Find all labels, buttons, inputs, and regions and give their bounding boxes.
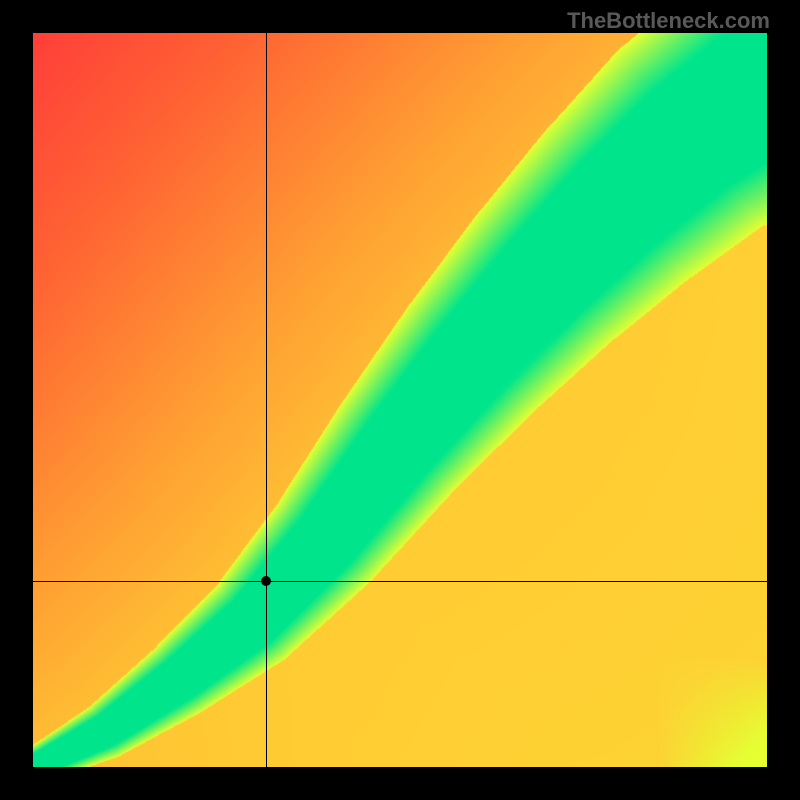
bottleneck-heatmap <box>33 33 767 767</box>
crosshair-vertical <box>266 33 267 767</box>
watermark-text: TheBottleneck.com <box>567 8 770 34</box>
plot-frame <box>33 33 767 767</box>
crosshair-horizontal <box>33 581 767 582</box>
selection-marker <box>261 576 271 586</box>
